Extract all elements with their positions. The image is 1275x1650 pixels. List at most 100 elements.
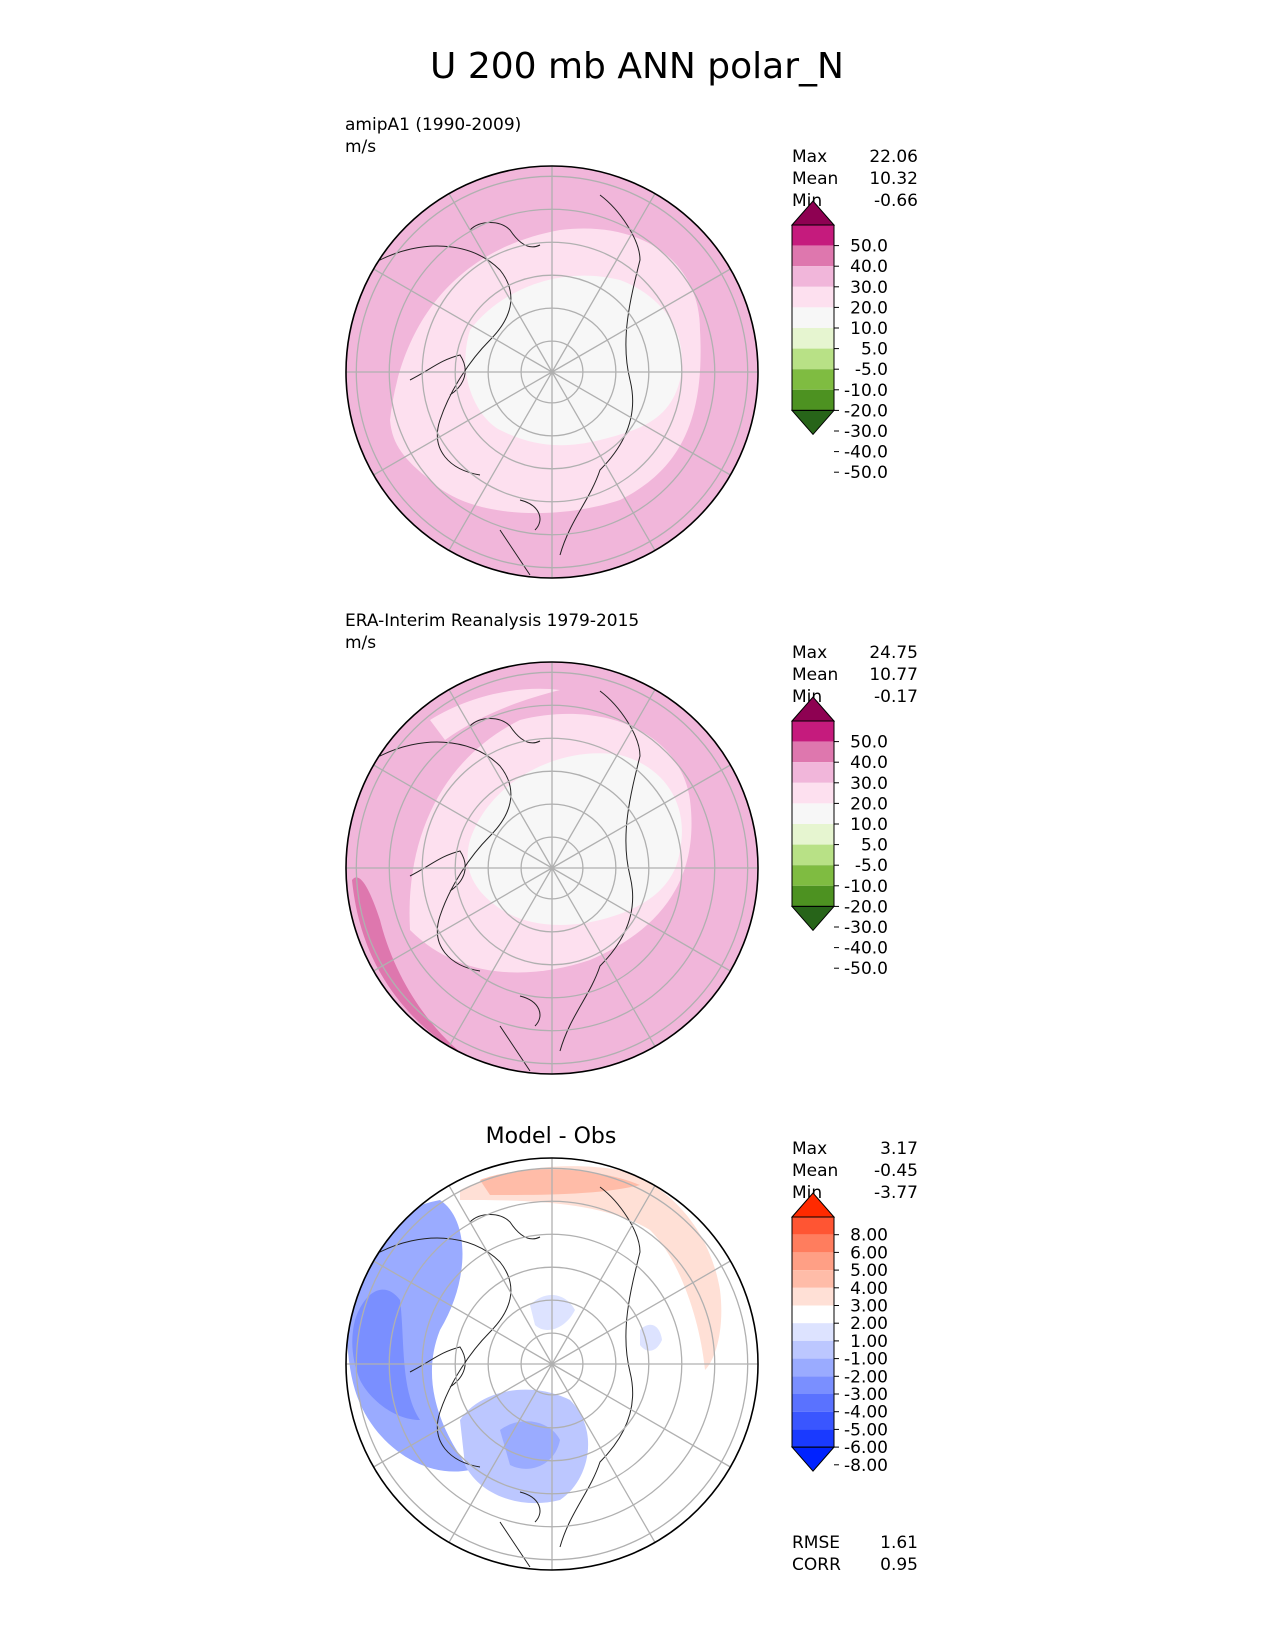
rmse-value: 1.61 xyxy=(880,1533,918,1553)
stat-label-mean: Mean xyxy=(792,1161,838,1181)
colorbar-tick-label: -6.00 xyxy=(844,1438,888,1458)
center-title: Model - Obs xyxy=(486,1124,617,1149)
stats-block: Max 3.17 Mean -0.45 Min -3.77 xyxy=(792,1139,918,1203)
map-boundary xyxy=(345,165,759,579)
colorbar-tick-label: -30.0 xyxy=(844,422,888,442)
colorbar-swatch xyxy=(792,803,834,824)
colorbar-swatch xyxy=(792,1376,834,1394)
panel-units: m/s xyxy=(345,137,376,157)
colorbar-tick-label: -30.0 xyxy=(844,918,888,938)
panel-diff: Model - Obs Max 3.17 Mean -0.45 Min -3.7… xyxy=(345,1124,918,1575)
stat-value-max: 3.17 xyxy=(880,1139,918,1159)
field-region xyxy=(352,1289,420,1420)
colorbar-tick-label: 40.0 xyxy=(850,753,888,773)
stat-label-max: Max xyxy=(792,147,827,167)
footer-stats: RMSE 1.61 CORR 0.95 xyxy=(792,1533,918,1575)
colorbar-tick-label: -5.00 xyxy=(844,1420,888,1440)
coastline xyxy=(379,194,641,576)
meridian-line xyxy=(448,689,553,869)
stat-value-min: -0.17 xyxy=(874,687,918,707)
map-boundary xyxy=(345,1157,759,1571)
field-region xyxy=(352,877,470,1060)
gridlines xyxy=(346,662,758,1074)
meridian-line xyxy=(551,689,656,869)
colorbar-tick-label: -20.0 xyxy=(844,897,888,917)
colorbar-tick-label: 5.00 xyxy=(850,1261,888,1281)
map-boundary xyxy=(345,661,759,1075)
colorbar-swatch xyxy=(792,1358,834,1377)
stat-label-mean: Mean xyxy=(792,169,838,189)
field-region xyxy=(347,1200,470,1472)
figure-title: U 200 mb ANN polar_N xyxy=(430,46,844,87)
colorbar: 50.040.030.020.010.05.0-5.0-10.0-20.0-30… xyxy=(790,696,888,979)
colorbar-swatch xyxy=(792,741,834,763)
polar-map xyxy=(345,1157,759,1571)
colorbar-tick-label: -8.00 xyxy=(844,1456,888,1476)
colorbar-tick-label: -40.0 xyxy=(844,443,888,463)
polar-map xyxy=(345,165,759,579)
colorbar-swatch xyxy=(792,348,834,370)
colorbar: 50.040.030.020.010.05.0-5.0-10.0-20.0-30… xyxy=(790,200,888,483)
meridian-line xyxy=(373,1363,553,1468)
colorbar-swatch xyxy=(792,307,834,328)
colorbar-tick-label: -10.0 xyxy=(844,877,888,897)
colorbar-tick-label: -20.0 xyxy=(844,401,888,421)
meridian-line xyxy=(373,268,553,373)
colorbar-swatch xyxy=(792,782,834,804)
field-region xyxy=(480,1169,640,1195)
meridian-line xyxy=(551,764,731,869)
colorbar-tick-label: 8.00 xyxy=(850,1226,888,1246)
colorbar-tick-label: 3.00 xyxy=(850,1297,888,1317)
meridian-line xyxy=(551,1260,731,1365)
corr-value: 0.95 xyxy=(880,1555,918,1575)
colorbar-tick-label: -40.0 xyxy=(844,939,888,959)
meridian-line xyxy=(551,371,656,551)
colorbar-tick-label: 5.0 xyxy=(861,340,888,360)
stats-block: Max 24.75 Mean 10.77 Min -0.17 xyxy=(792,643,918,707)
meridian-line xyxy=(448,371,553,551)
field-shading xyxy=(346,662,758,1074)
colorbar-tick-label: 1.00 xyxy=(850,1332,888,1352)
colorbar-swatch xyxy=(792,1252,834,1271)
colorbar-tick-label: 50.0 xyxy=(850,733,888,753)
meridian-line xyxy=(551,1185,656,1365)
stat-label-mean: Mean xyxy=(792,665,838,685)
colorbar-tick-label: 30.0 xyxy=(850,278,888,298)
colorbar-tick-label: 5.0 xyxy=(861,836,888,856)
panel-title: ERA-Interim Reanalysis 1979-2015 xyxy=(345,611,639,631)
coastline xyxy=(379,1186,641,1568)
corr-label: CORR xyxy=(792,1555,841,1575)
rmse-label: RMSE xyxy=(792,1533,840,1553)
meridian-line xyxy=(373,1260,553,1365)
gridlines xyxy=(346,1158,758,1570)
colorbar-swatch xyxy=(792,721,834,742)
colorbar-tick-label: 20.0 xyxy=(850,298,888,318)
colorbar-swatch xyxy=(792,266,834,287)
field-shading xyxy=(346,1158,758,1570)
colorbar-tick-label: 10.0 xyxy=(850,319,888,339)
colorbar-swatch xyxy=(792,1305,834,1324)
colorbar-tick-label: 4.00 xyxy=(850,1279,888,1299)
panel-era: ERA-Interim Reanalysis 1979-2015 m/s Max… xyxy=(345,611,918,1075)
colorbar-swatch xyxy=(792,286,834,308)
colorbar-frame xyxy=(791,720,835,907)
meridian-line xyxy=(448,867,553,1047)
colorbar-tick-label: 50.0 xyxy=(850,237,888,257)
colorbar-swatch xyxy=(792,762,834,783)
colorbar-frame xyxy=(791,224,835,411)
field-shading xyxy=(346,166,758,578)
stat-label-max: Max xyxy=(792,643,827,663)
meridian-line xyxy=(448,193,553,373)
panel-units: m/s xyxy=(345,633,376,653)
colorbar: 8.006.005.004.003.002.001.00-1.00-2.00-3… xyxy=(790,1192,888,1476)
colorbar-tick-label: 40.0 xyxy=(850,257,888,277)
colorbar-tick-label: -5.0 xyxy=(855,856,888,876)
colorbar-swatch xyxy=(792,844,834,866)
colorbar-swatch xyxy=(792,1287,834,1306)
colorbar-swatch xyxy=(792,328,834,349)
colorbar-tick-label: 6.00 xyxy=(850,1243,888,1263)
meridian-line xyxy=(551,867,656,1047)
colorbar-swatch xyxy=(792,885,834,907)
colorbar-swatch xyxy=(792,1429,834,1448)
